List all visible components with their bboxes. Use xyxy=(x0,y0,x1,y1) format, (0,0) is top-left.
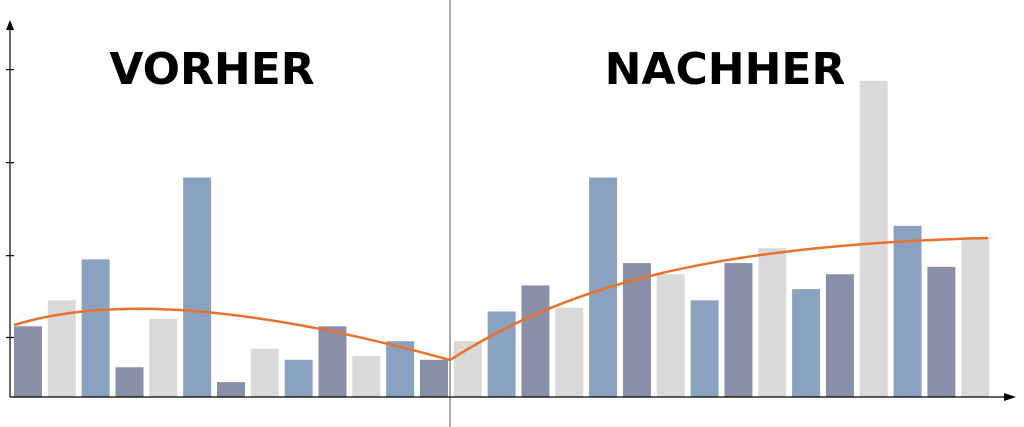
bar xyxy=(690,300,719,397)
bar xyxy=(656,274,685,397)
bar xyxy=(81,259,110,397)
bar xyxy=(183,177,212,397)
bar xyxy=(250,348,279,397)
bar xyxy=(14,326,42,397)
bar xyxy=(792,289,821,397)
bar xyxy=(758,248,787,397)
bar xyxy=(115,367,144,397)
bar xyxy=(284,359,313,397)
bar xyxy=(825,274,854,397)
bar xyxy=(352,356,381,397)
trend-line xyxy=(13,236,989,362)
bar xyxy=(318,326,347,397)
bar xyxy=(961,237,990,397)
bar xyxy=(724,263,753,397)
bar xyxy=(419,359,448,397)
bar xyxy=(216,382,245,397)
y-arrow xyxy=(6,20,14,30)
before-title: VORHER xyxy=(109,44,314,95)
bar xyxy=(927,266,956,397)
bar xyxy=(622,263,651,397)
bar xyxy=(555,307,584,397)
x-arrow xyxy=(1004,393,1016,401)
bar xyxy=(521,285,550,397)
bar xyxy=(149,318,178,397)
bar xyxy=(859,80,888,398)
after-title: NACHHER xyxy=(605,44,846,95)
bar xyxy=(893,225,922,397)
